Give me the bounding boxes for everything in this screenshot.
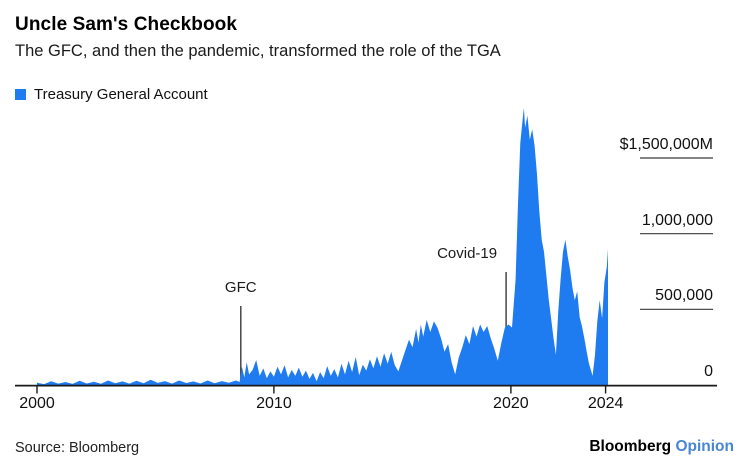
bloomberg-opinion-logo: Bloomberg Opinion (589, 438, 734, 456)
opinion-wordmark: Opinion (675, 438, 734, 455)
legend: Treasury General Account (15, 86, 208, 103)
y-axis-label-1000000: 1,000,000 (641, 211, 713, 229)
x-axis-label-2020: 2020 (493, 395, 529, 412)
bloomberg-wordmark: Bloomberg (589, 438, 672, 455)
y-axis-label-0: 0 (704, 363, 713, 380)
legend-label: Treasury General Account (34, 86, 208, 103)
legend-swatch-icon (15, 89, 26, 100)
y-axis-label-1500000: $1,500,000M (619, 136, 713, 153)
x-axis-label-2024: 2024 (587, 395, 624, 412)
annotation-gfc-label: GFC (224, 279, 257, 296)
x-axis-ticks (36, 386, 607, 394)
tga-area-series (37, 107, 608, 386)
x-axis-label-2010: 2010 (256, 395, 292, 412)
chart-subtitle: The GFC, and then the pandemic, transfor… (15, 42, 501, 60)
y-axis-tick-rules (640, 157, 713, 310)
y-axis-label-500000: 500,000 (655, 287, 713, 305)
source-label: Source: Bloomberg (15, 440, 140, 456)
x-axis-label-2000: 2000 (19, 395, 55, 412)
annotation-covid-label: Covid-19 (437, 245, 498, 262)
page-title: Uncle Sam's Checkbook (15, 14, 238, 35)
